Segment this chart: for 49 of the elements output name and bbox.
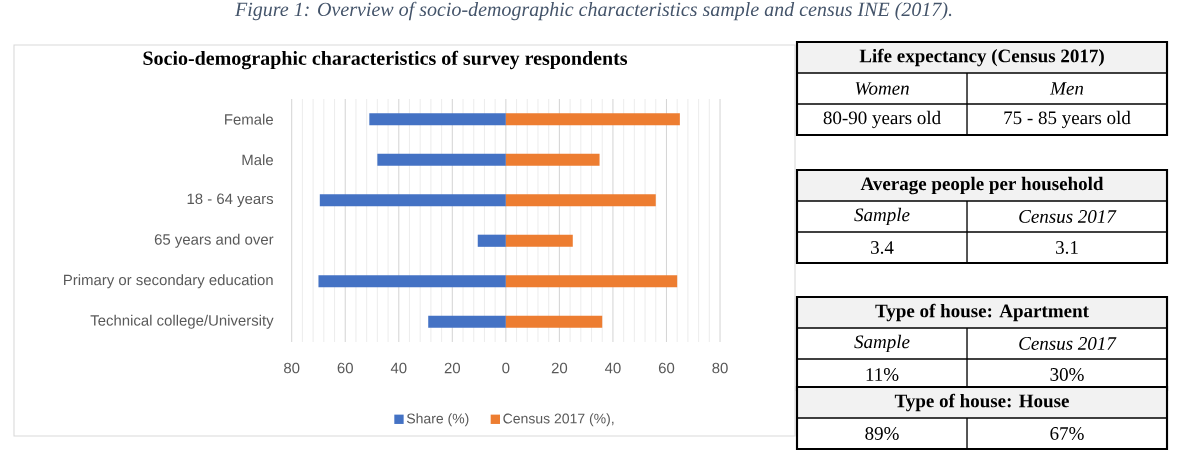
y-tick-label: Female: [225, 113, 273, 125]
text: 11%: [866, 368, 899, 381]
x-tick-label: 20: [444, 362, 461, 374]
x-tick-label: 80: [712, 362, 728, 374]
x-tick-label: 20: [551, 362, 568, 374]
y-tick-label: 18 - 64 years: [187, 193, 274, 208]
x-tick-label: 60: [337, 362, 353, 374]
caption: Figure 1: Overview of socio-demographic characteristics sample and census INE (2017).: [234, 1, 952, 21]
bar: [428, 315, 506, 328]
text: Average people per household: [860, 176, 1104, 195]
legend-label: Census 2017 (%),: [503, 413, 614, 427]
chart-title: Socio-demographic characteristics of survey respondents: [143, 50, 628, 70]
bar: [505, 275, 678, 288]
text: 67%: [1050, 427, 1084, 440]
y-tick-label: 65 years and over: [154, 233, 274, 248]
bar: [318, 275, 506, 288]
text: Type of house: House: [894, 393, 1069, 412]
text: 89%: [865, 427, 899, 440]
y-tick-label: Male: [242, 154, 273, 166]
bar: [505, 113, 680, 126]
x-tick-label: 80: [284, 362, 300, 374]
bar: [477, 234, 506, 247]
text: 75 - 85 years old: [1004, 110, 1131, 129]
x-tick-label: 60: [658, 362, 675, 374]
x-tick-label: 40: [604, 362, 621, 374]
legend-label: Share (%): [406, 413, 469, 427]
text: 3.1: [1056, 241, 1078, 254]
x-tick-label: 40: [390, 362, 407, 374]
text: 80-90 years old: [823, 110, 941, 129]
bar: [505, 315, 603, 328]
text: 30%: [1050, 368, 1084, 381]
category-label: Sample: [854, 207, 910, 226]
bar: [505, 234, 573, 247]
bar: [319, 194, 506, 207]
category-label: Census 2017: [1019, 210, 1117, 223]
category-label: Men: [1049, 82, 1084, 95]
bar: [369, 113, 506, 126]
category-label: Sample: [854, 334, 910, 353]
y-tick-label: Primary or secondary education: [64, 274, 273, 289]
category-label: Women: [855, 82, 909, 95]
bar: [505, 153, 600, 166]
text: Type of house: Apartment: [875, 303, 1089, 322]
x-tick-label: 0: [502, 362, 510, 374]
bar: [377, 153, 506, 166]
bar: [505, 194, 656, 207]
y-tick-label: Technical college/University: [90, 314, 274, 329]
text: 3.4: [871, 241, 894, 254]
text: Life expectancy (Census 2017): [859, 48, 1104, 67]
category-label: Census 2017: [1019, 337, 1117, 350]
